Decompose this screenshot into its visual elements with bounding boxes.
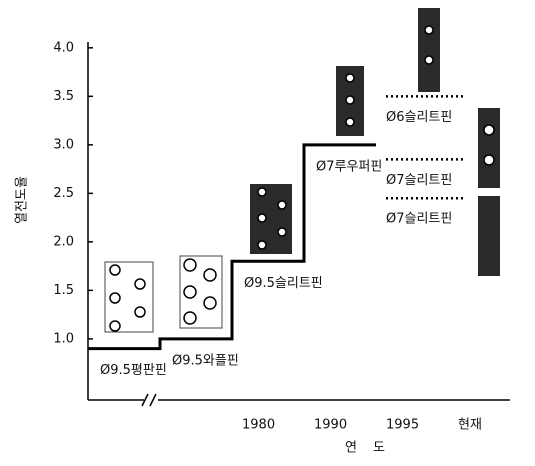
x-tick-label: 1980: [242, 418, 275, 433]
x-tick-label: 현재: [458, 418, 482, 433]
current-fin-label: Ø7슬리트핀: [386, 173, 452, 188]
step-label: Ø7루우퍼핀: [316, 159, 382, 174]
x-axis-label: 연 도: [345, 441, 391, 456]
step-label: Ø9.5와플핀: [172, 353, 239, 368]
y-tick-label: 1.5: [53, 283, 74, 298]
y-axis-label: 열전도율: [15, 176, 30, 224]
y-tick-label: 4.0: [53, 40, 74, 55]
y-tick-label: 1.0: [53, 331, 74, 346]
step-label: Ø9.5슬리트핀: [244, 276, 323, 291]
y-tick-label: 3.0: [53, 137, 74, 152]
x-tick-label: 1995: [386, 418, 419, 433]
current-fin-label: Ø7슬리트핀: [386, 212, 452, 227]
current-fin-label: Ø6슬리트핀: [386, 110, 452, 125]
y-tick-label: 2.0: [53, 234, 74, 249]
x-tick-label: 1990: [314, 418, 347, 433]
chart: 열전도율 연 도 1.0 1.5 2.0 2.5 3.0 3.5 4.0 1980 1990 19…: [0, 0, 535, 462]
y-tick-label: 2.5: [53, 186, 74, 201]
step-label: Ø9.5평판핀: [100, 363, 167, 378]
y-tick-label: 3.5: [53, 89, 74, 104]
